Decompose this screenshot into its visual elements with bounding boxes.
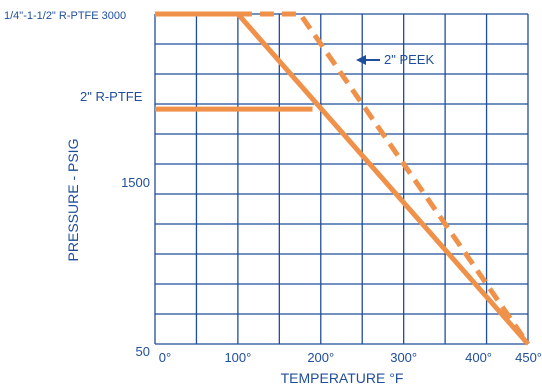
x-tick-label: 200° bbox=[307, 350, 334, 365]
x-tick-label: 450° bbox=[515, 350, 542, 365]
x-tick-label: 300° bbox=[390, 350, 417, 365]
r-ptfe-label: 2" R-PTFE bbox=[80, 89, 143, 104]
x-tick-label: 0° bbox=[159, 350, 171, 365]
peek-label: 2" PEEK bbox=[384, 52, 434, 67]
tick-labels: 0° 100° 200° 300° 400° 450° 1500 50 bbox=[121, 175, 542, 365]
y-tick-label: 50 bbox=[136, 344, 150, 359]
top-series-label: 1/4"-1-1/2" R-PTFE 3000 bbox=[4, 10, 126, 22]
y-axis-title: PRESSURE - PSIG bbox=[65, 139, 81, 262]
y-tick-label: 1500 bbox=[121, 175, 150, 190]
peek-arrow bbox=[356, 55, 380, 65]
x-tick-label: 400° bbox=[465, 350, 492, 365]
grid bbox=[154, 13, 529, 345]
series-line-0 bbox=[155, 11, 530, 346]
series-lines bbox=[155, 11, 531, 346]
x-tick-label: 100° bbox=[224, 350, 251, 365]
x-axis-title: TEMPERATURE °F bbox=[281, 370, 404, 386]
